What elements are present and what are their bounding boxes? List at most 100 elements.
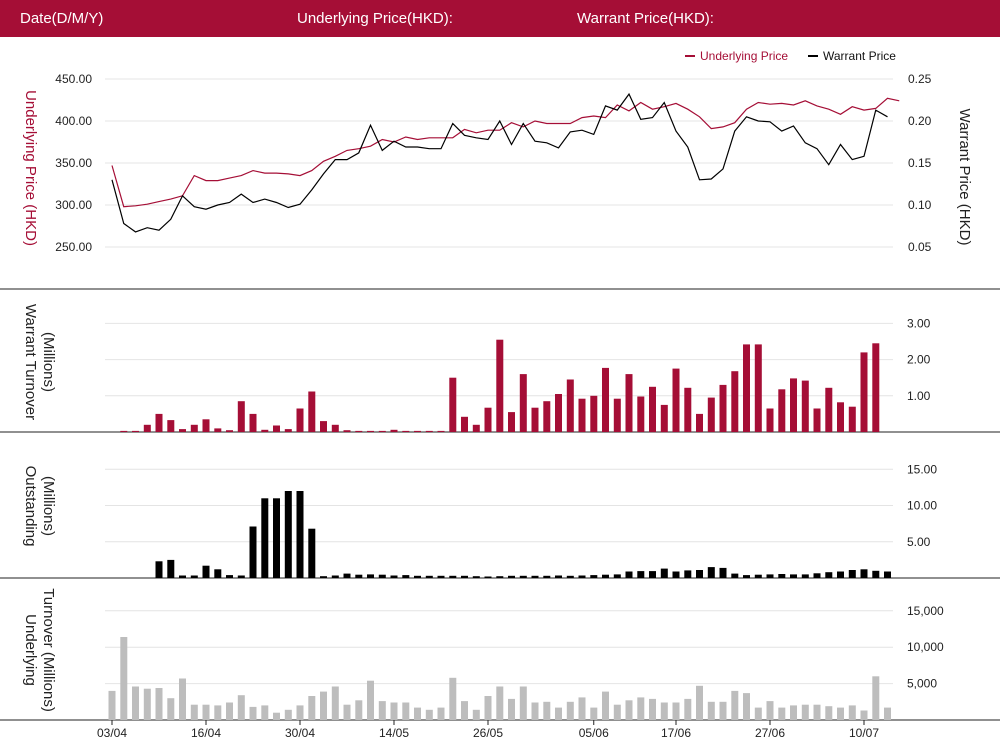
underlying-price-line (111, 97, 900, 208)
warrant-turnover-bar (766, 408, 774, 432)
warrant-turnover-bar (578, 398, 586, 432)
outstanding-bar (461, 575, 468, 578)
y-axis-label-right: Warrant Price (HKD) (956, 109, 973, 246)
outstanding-bar (884, 571, 891, 578)
outstanding-bar (378, 574, 386, 578)
underlying-turnover-bar (625, 700, 633, 720)
warrant-turnover-bar (402, 430, 410, 432)
x-tick-label: 10/07 (849, 726, 879, 740)
outstanding-bar (308, 528, 316, 578)
y-tick-label-left: 300.00 (55, 198, 92, 212)
underlying-turnover-bar (320, 691, 327, 720)
warrant-turnover-bar (202, 419, 210, 432)
x-tick-label: 03/04 (97, 726, 127, 740)
y-tick-label-left: 400.00 (55, 114, 92, 128)
outstanding-bar (367, 574, 374, 578)
warrant-turnover-bar (743, 344, 750, 432)
warrant-turnover-bar (790, 378, 797, 432)
underlying-turnover-bar (179, 678, 186, 720)
underlying-turnover-bar (825, 706, 833, 720)
outstanding-bar (296, 491, 304, 578)
warrant-turnover-bar (825, 387, 833, 432)
y-tick-label-left: 450.00 (55, 72, 92, 86)
y-tick-label: 5,000 (907, 677, 937, 691)
y-tick-label: 15.00 (907, 462, 937, 476)
underlying-turnover-bar (355, 700, 363, 720)
warrant-turnover-bar (543, 401, 551, 432)
outstanding-bar (625, 571, 633, 578)
underlying-turnover-bar (860, 710, 868, 720)
outstanding-bar (437, 575, 445, 578)
y-axis-label-left: Underlying Price (HKD) (22, 90, 39, 246)
y-tick-label: 5.00 (907, 535, 931, 549)
outstanding-bar (261, 498, 269, 579)
underlying-turnover-bar (437, 707, 445, 720)
warrant-turnover-bar (390, 429, 398, 432)
warrant-turnover-bar (719, 384, 727, 432)
outstanding-bar (519, 575, 527, 578)
underlying-turnover-bar (425, 709, 433, 720)
y-tick-label-left: 250.00 (55, 240, 92, 254)
underlying-turnover-bar (284, 709, 292, 720)
y-tick-label: 10,000 (907, 640, 944, 654)
x-tick-label: 17/06 (661, 726, 691, 740)
outstanding-bar (414, 575, 421, 578)
y-tick-label-left: 350.00 (55, 156, 92, 170)
warrant-price-line (111, 92, 888, 233)
underlying-turnover-bar (143, 688, 151, 720)
underlying-turnover-bar (296, 705, 304, 720)
outstanding-bar (801, 574, 809, 578)
warrant-turnover-bar (320, 421, 327, 432)
outstanding-bar (660, 568, 668, 578)
warrant-turnover-bar (249, 413, 257, 432)
y-tick-label: 15,000 (907, 604, 944, 618)
y-axis-label: (Millions) (40, 332, 57, 392)
y-tick-label-right: 0.10 (908, 198, 932, 212)
warrant-turnover-bar (273, 425, 280, 432)
underlying-turnover-bar (461, 701, 468, 720)
outstanding-bar (754, 574, 762, 578)
outstanding-bar (860, 569, 868, 578)
warrant-turnover-bar (837, 402, 844, 432)
underlying-turnover-bar (202, 704, 210, 720)
y-axis-label: Outstanding (22, 466, 39, 547)
warrant-turnover-bar (261, 429, 269, 432)
y-axis-label: Turnover (Millions) (40, 588, 57, 712)
outstanding-bar (637, 571, 645, 578)
underlying-turnover-bar (496, 686, 504, 720)
underlying-turnover-bar (778, 707, 786, 720)
outstanding-bar (790, 574, 797, 578)
outstanding-bar (284, 491, 292, 578)
underlying-turnover-bar (190, 704, 198, 720)
underlying-turnover-bar (531, 702, 539, 720)
warrant-turnover-bar (179, 429, 186, 432)
underlying-turnover-bar (766, 701, 774, 720)
outstanding-bar (320, 576, 327, 578)
warrant-turnover-bar (496, 339, 504, 432)
underlying-price-label: Underlying Price(HKD): (297, 10, 453, 27)
underlying-turnover-bar (884, 707, 891, 720)
underlying-turnover-bar (120, 637, 128, 720)
underlying-turnover-bar (308, 696, 316, 720)
warrant-turnover-bar (707, 397, 715, 432)
warrant-turnover-bar (625, 374, 633, 432)
outstanding-bar (825, 572, 833, 578)
warrant-turnover-bar (355, 430, 363, 432)
outstanding-bar (531, 575, 539, 578)
outstanding-bar (555, 575, 562, 578)
y-tick-label-right: 0.25 (908, 72, 932, 86)
outstanding-bar (766, 574, 774, 578)
warrant-turnover-bar (472, 424, 480, 432)
underlying-turnover-bar (414, 707, 421, 720)
underlying-turnover-bar (707, 701, 715, 720)
underlying-turnover-bar (754, 707, 762, 720)
warrant-turnover-bar (167, 420, 175, 432)
x-tick-label: 14/05 (379, 726, 409, 740)
outstanding-bar (343, 573, 351, 578)
underlying-turnover-bar (801, 704, 809, 720)
date-label: Date(D/M/Y) (20, 10, 104, 27)
underlying-turnover-bar (273, 712, 280, 720)
warrant-turnover-bar (132, 430, 139, 432)
warrant-turnover-bar (637, 396, 645, 432)
outstanding-bar (649, 571, 656, 578)
